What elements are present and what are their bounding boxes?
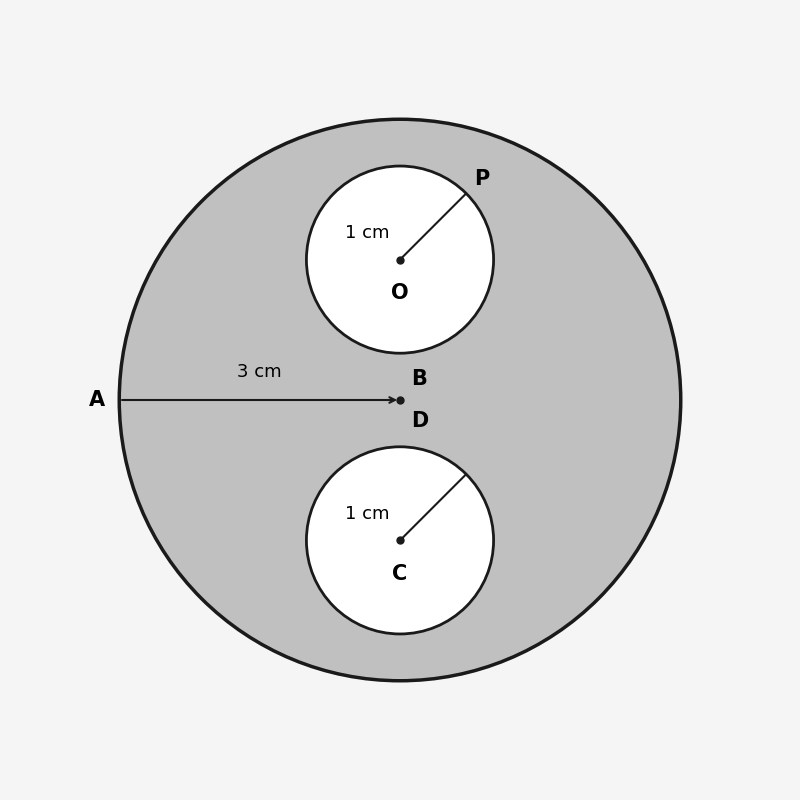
Circle shape <box>306 446 494 634</box>
Circle shape <box>119 119 681 681</box>
Text: A: A <box>89 390 106 410</box>
Text: D: D <box>411 411 429 431</box>
Text: C: C <box>392 564 408 584</box>
Text: 3 cm: 3 cm <box>238 363 282 382</box>
Text: P: P <box>474 169 489 189</box>
Text: 1 cm: 1 cm <box>345 225 390 242</box>
Text: 1 cm: 1 cm <box>345 505 390 523</box>
Text: B: B <box>411 369 427 389</box>
Text: O: O <box>391 283 409 303</box>
Circle shape <box>306 166 494 354</box>
